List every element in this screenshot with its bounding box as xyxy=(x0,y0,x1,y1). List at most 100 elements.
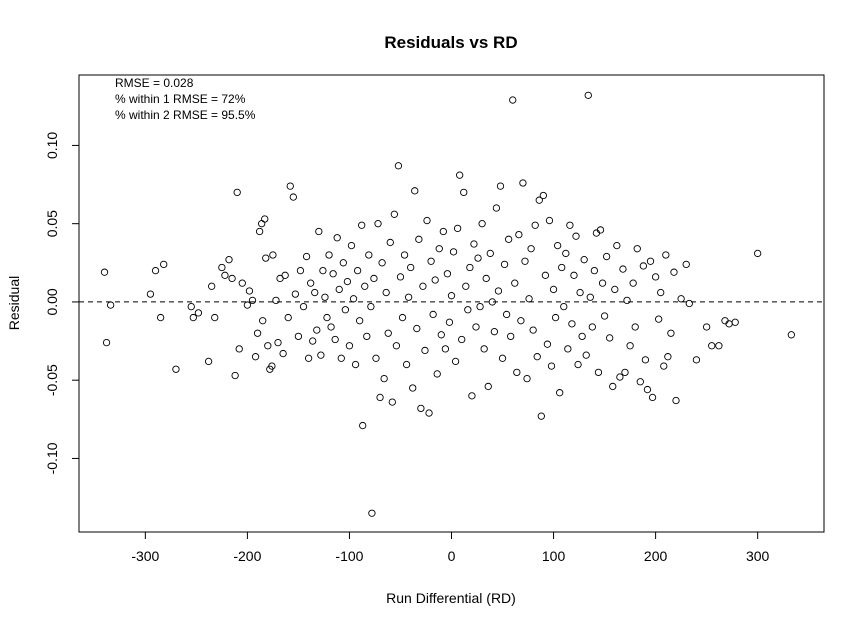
x-tick-label: 100 xyxy=(542,548,566,564)
data-point xyxy=(731,318,739,326)
data-point xyxy=(102,338,111,347)
data-point xyxy=(458,335,466,344)
data-point xyxy=(384,329,392,337)
data-point xyxy=(419,282,427,290)
data-point xyxy=(496,182,505,190)
x-tick-label: -200 xyxy=(233,548,261,564)
data-point xyxy=(486,249,494,258)
data-point xyxy=(255,227,264,236)
data-point xyxy=(580,256,588,264)
data-point xyxy=(396,273,405,281)
data-point xyxy=(156,313,165,322)
data-point xyxy=(433,370,441,378)
data-point xyxy=(392,342,401,350)
data-point xyxy=(378,259,386,267)
data-point xyxy=(564,345,572,353)
data-point xyxy=(578,332,586,341)
data-point xyxy=(435,245,443,253)
y-tick-label: 0.00 xyxy=(44,288,60,315)
data-point xyxy=(449,248,458,256)
data-point xyxy=(172,365,180,373)
data-point xyxy=(515,230,523,239)
data-point xyxy=(494,287,503,295)
data-point xyxy=(235,345,243,353)
data-point xyxy=(476,302,484,311)
data-point xyxy=(296,266,305,275)
data-point xyxy=(317,351,325,359)
data-point xyxy=(343,277,352,286)
data-point xyxy=(621,368,629,377)
data-point xyxy=(513,368,521,377)
data-point xyxy=(547,362,556,370)
data-point xyxy=(100,268,109,276)
data-point xyxy=(429,310,437,319)
data-point xyxy=(251,353,260,361)
data-point xyxy=(507,332,515,341)
data-point xyxy=(194,309,203,317)
data-point xyxy=(439,227,447,236)
data-point xyxy=(677,295,685,303)
data-point xyxy=(356,317,364,325)
data-point xyxy=(299,302,308,311)
data-point xyxy=(523,374,531,383)
data-point xyxy=(382,288,390,297)
data-point xyxy=(594,368,603,377)
data-point xyxy=(337,354,345,362)
data-point xyxy=(225,256,233,264)
data-point xyxy=(633,245,641,253)
data-point xyxy=(576,288,584,297)
data-point xyxy=(500,260,509,269)
data-point xyxy=(566,221,574,229)
data-point xyxy=(672,396,680,405)
data-point xyxy=(631,323,639,331)
data-point xyxy=(386,238,394,247)
data-point xyxy=(598,279,607,287)
data-point xyxy=(715,342,723,350)
data-point xyxy=(574,360,582,369)
data-point xyxy=(411,187,419,195)
data-point xyxy=(478,220,486,228)
data-point xyxy=(787,331,795,339)
data-point xyxy=(421,346,429,355)
data-point xyxy=(488,298,496,306)
data-point xyxy=(445,318,454,326)
data-point xyxy=(588,323,596,331)
data-point xyxy=(643,385,652,394)
y-axis: -0.10 -0.05 0.00 0.05 0.10 xyxy=(44,132,79,474)
data-point xyxy=(629,279,637,287)
data-point xyxy=(335,285,343,294)
data-point xyxy=(655,315,663,323)
data-point xyxy=(302,252,311,261)
data-point xyxy=(692,356,701,364)
data-point xyxy=(315,227,323,236)
x-axis: -300 -200 -100 0 100 200 300 xyxy=(131,532,770,564)
data-point xyxy=(572,232,580,240)
data-point xyxy=(427,257,435,265)
x-tick-label: -100 xyxy=(335,548,363,564)
data-point xyxy=(351,360,360,369)
data-point xyxy=(533,353,541,361)
data-point xyxy=(331,335,339,344)
data-point xyxy=(311,288,319,297)
data-point xyxy=(423,216,431,225)
data-point xyxy=(363,332,371,341)
data-point xyxy=(409,384,417,392)
data-point xyxy=(264,342,272,350)
data-point xyxy=(238,279,246,287)
data-point xyxy=(509,96,517,104)
data-point xyxy=(648,393,657,402)
data-point xyxy=(562,249,570,258)
data-point xyxy=(329,270,337,278)
data-point xyxy=(470,240,478,248)
data-point xyxy=(394,162,403,170)
y-tick-label: -0.05 xyxy=(44,364,60,396)
data-point xyxy=(619,265,627,273)
data-point xyxy=(272,296,280,305)
data-point xyxy=(498,354,507,362)
data-point xyxy=(660,362,668,370)
data-point xyxy=(682,260,690,269)
y-axis-label: Residual xyxy=(6,276,22,330)
data-point xyxy=(702,323,711,331)
data-point xyxy=(545,216,554,225)
data-point xyxy=(325,251,333,259)
